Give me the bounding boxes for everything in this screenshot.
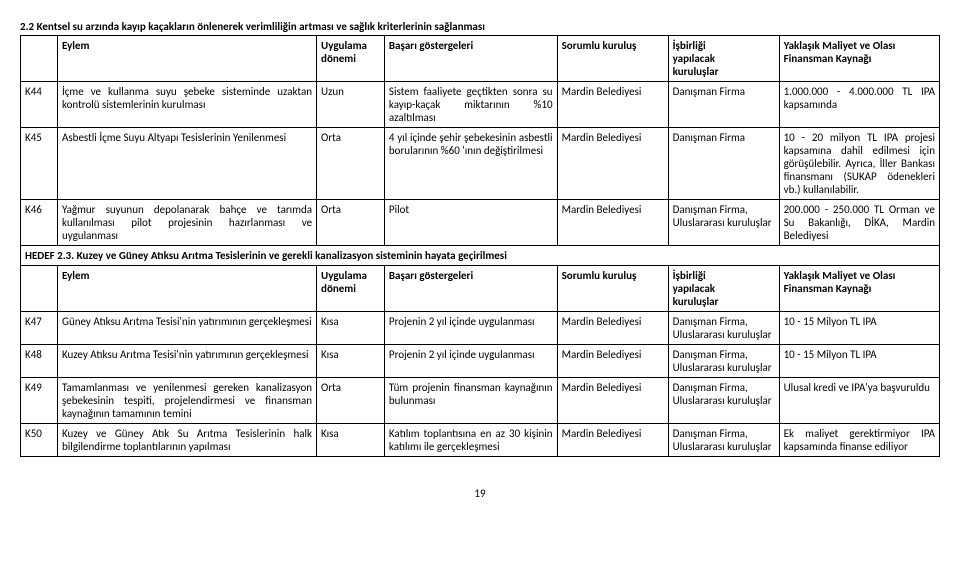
col-eylem: Eylem (58, 36, 317, 82)
cell-eylem: İçme ve kullanma suyu şebeke sisteminde … (58, 82, 317, 128)
cell-uyg: Kısa (317, 345, 385, 378)
table-row: K45Asbestli İçme Suyu Altyapı Tesislerin… (21, 128, 940, 200)
cell-sor: Mardin Belediyesi (557, 312, 668, 345)
col-blank (21, 266, 58, 312)
main-table: EylemUygulama dönemiBaşarı göstergeleriS… (20, 35, 940, 457)
cell-mal: 10 - 20 milyon TL IPA projesi kapsamına … (779, 128, 939, 200)
cell-id: K47 (21, 312, 58, 345)
cell-sor: Mardin Belediyesi (557, 200, 668, 246)
cell-mal: 200.000 - 250.000 TL Orman ve Su Bakanlı… (779, 200, 939, 246)
cell-bas: Katılım toplantısına en az 30 kişinin ka… (384, 424, 557, 457)
col-maliyet: Yaklaşık Maliyet ve Olası Finansman Kayn… (779, 36, 939, 82)
cell-id: K49 (21, 378, 58, 424)
cell-eylem: Kuzey Atıksu Arıtma Tesisi'nin yatırımın… (58, 345, 317, 378)
col-uygulama: Uygulama dönemi (317, 36, 385, 82)
table-row: K50Kuzey ve Güney Atık Su Arıtma Tesisle… (21, 424, 940, 457)
cell-sor: Mardin Belediyesi (557, 128, 668, 200)
col-blank (21, 36, 58, 82)
col-uygulama: Uygulama dönemi (317, 266, 385, 312)
col-basari: Başarı göstergeleri (384, 36, 557, 82)
cell-uyg: Orta (317, 378, 385, 424)
cell-mal: Ek maliyet gerektirmiyor IPA kapsamında … (779, 424, 939, 457)
cell-id: K44 (21, 82, 58, 128)
cell-eylem: Asbestli İçme Suyu Altyapı Tesislerinin … (58, 128, 317, 200)
cell-bas: Sistem faaliyete geçtikten sonra su kayı… (384, 82, 557, 128)
col-isbirligi: İşbirliğiyapılacakkuruluşlar (668, 36, 779, 82)
cell-is: Danışman Firma, Uluslararası kuruluşlar (668, 424, 779, 457)
cell-uyg: Kısa (317, 424, 385, 457)
col-eylem: Eylem (58, 266, 317, 312)
table-row: K48Kuzey Atıksu Arıtma Tesisi'nin yatırı… (21, 345, 940, 378)
col-sorumlu: Sorumlu kuruluş (557, 266, 668, 312)
cell-id: K46 (21, 200, 58, 246)
section-title: 2.2 Kentsel su arzında kayıp kaçakların … (20, 20, 940, 33)
cell-sor: Mardin Belediyesi (557, 378, 668, 424)
cell-eylem: Yağmur suyunun depolanarak bahçe ve tarı… (58, 200, 317, 246)
cell-eylem: Güney Atıksu Arıtma Tesisi'nin yatırımın… (58, 312, 317, 345)
col-maliyet: Yaklaşık Maliyet ve Olası Finansman Kayn… (779, 266, 939, 312)
table-row: K44İçme ve kullanma suyu şebeke sistemin… (21, 82, 940, 128)
cell-uyg: Orta (317, 128, 385, 200)
cell-sor: Mardin Belediyesi (557, 345, 668, 378)
hedef-title: HEDEF 2.3. Kuzey ve Güney Atıksu Arıtma … (21, 246, 940, 266)
cell-uyg: Orta (317, 200, 385, 246)
cell-id: K45 (21, 128, 58, 200)
table-row: K49Tamamlanması ve yenilenmesi gereken k… (21, 378, 940, 424)
cell-is: Danışman Firma, Uluslararası kuruluşlar (668, 312, 779, 345)
cell-bas: Tüm projenin finansman kaynağının bulunm… (384, 378, 557, 424)
cell-eylem: Kuzey ve Güney Atık Su Arıtma Tesislerin… (58, 424, 317, 457)
cell-uyg: Uzun (317, 82, 385, 128)
col-sorumlu: Sorumlu kuruluş (557, 36, 668, 82)
col-basari: Başarı göstergeleri (384, 266, 557, 312)
cell-mal: 10 - 15 Milyon TL IPA (779, 345, 939, 378)
cell-bas: Pilot (384, 200, 557, 246)
cell-is: Danışman Firma (668, 128, 779, 200)
cell-is: Danışman Firma, Uluslararası kuruluşlar (668, 378, 779, 424)
cell-id: K48 (21, 345, 58, 378)
table-row: K47Güney Atıksu Arıtma Tesisi'nin yatırı… (21, 312, 940, 345)
cell-bas: 4 yıl içinde şehir şebekesinin asbestli … (384, 128, 557, 200)
cell-is: Danışman Firma (668, 82, 779, 128)
table-header-row: EylemUygulama dönemiBaşarı göstergeleriS… (21, 266, 940, 312)
cell-eylem: Tamamlanması ve yenilenmesi gereken kana… (58, 378, 317, 424)
cell-uyg: Kısa (317, 312, 385, 345)
col-isbirligi: İşbirliğiyapılacakkuruluşlar (668, 266, 779, 312)
cell-mal: 10 - 15 Milyon TL IPA (779, 312, 939, 345)
table-header-row: EylemUygulama dönemiBaşarı göstergeleriS… (21, 36, 940, 82)
cell-bas: Projenin 2 yıl içinde uygulanması (384, 345, 557, 378)
cell-mal: Ulusal kredi ve IPA'ya başvuruldu (779, 378, 939, 424)
cell-bas: Projenin 2 yıl içinde uygulanması (384, 312, 557, 345)
table-row: K46Yağmur suyunun depolanarak bahçe ve t… (21, 200, 940, 246)
cell-is: Danışman Firma, Uluslararası kuruluşlar (668, 345, 779, 378)
cell-is: Danışman Firma, Uluslararası kuruluşlar (668, 200, 779, 246)
cell-sor: Mardin Belediyesi (557, 424, 668, 457)
cell-sor: Mardin Belediyesi (557, 82, 668, 128)
hedef-row: HEDEF 2.3. Kuzey ve Güney Atıksu Arıtma … (21, 246, 940, 266)
cell-id: K50 (21, 424, 58, 457)
page-number: 19 (20, 487, 940, 500)
cell-mal: 1.000.000 - 4.000.000 TL IPA kapsamında (779, 82, 939, 128)
